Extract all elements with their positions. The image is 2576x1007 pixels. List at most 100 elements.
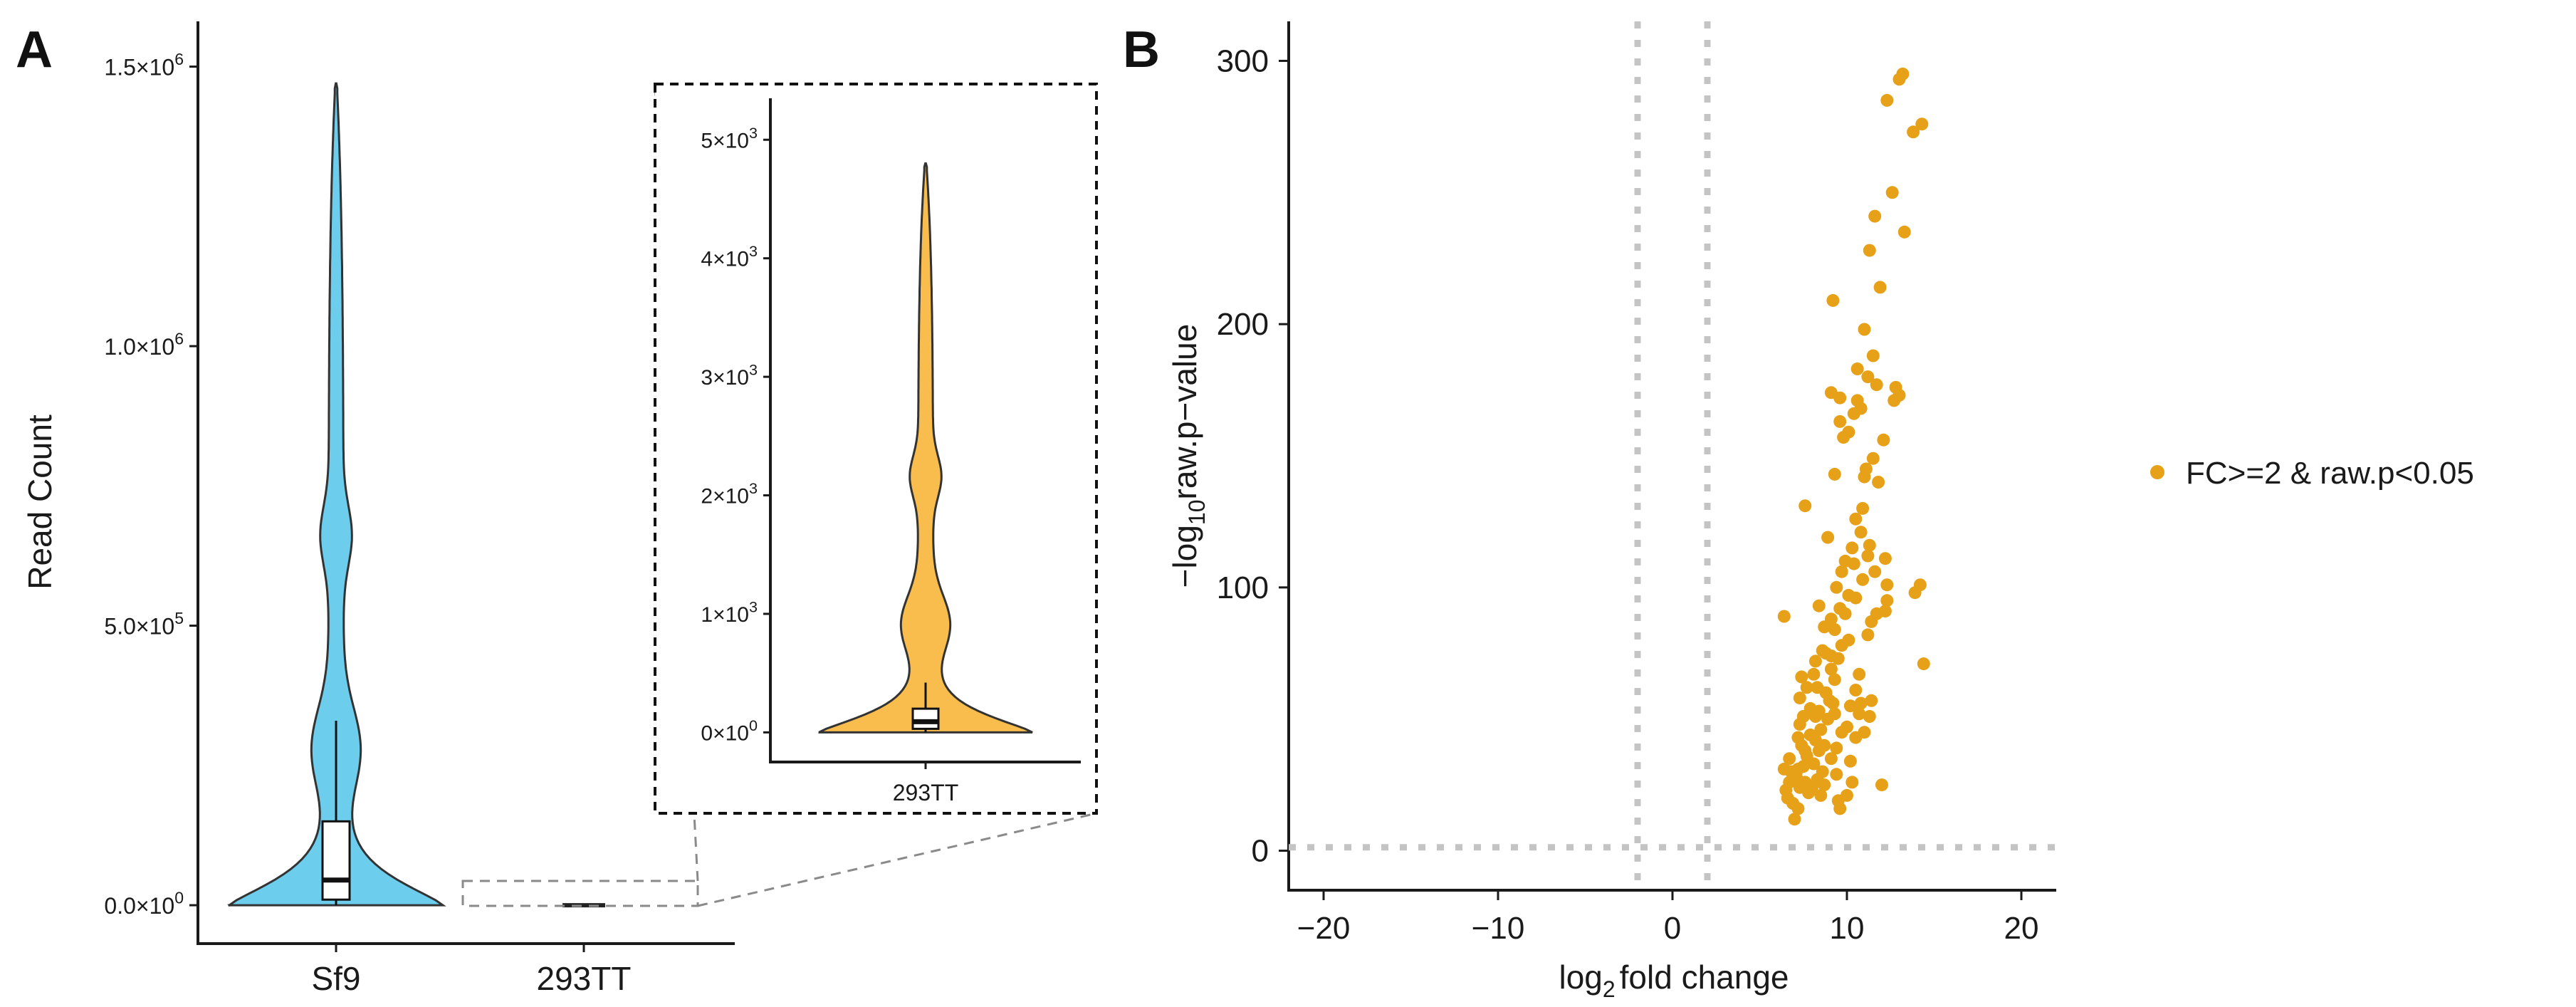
panel-a-y-axis-title: Read Count [21,414,58,590]
inset-y-tick-label-1: 1×103 [701,598,758,627]
panel-b-y-tick-label-2: 200 [1217,307,1269,342]
data-point-131 [1781,791,1794,805]
data-point-55 [1878,605,1892,618]
panel-a-y-tick-label-3: 1.5×106 [104,50,184,80]
data-point-139 [1845,541,1859,555]
data-point-48 [1908,586,1922,600]
data-point-130 [1788,813,1801,826]
data-point-120 [1875,778,1888,792]
data-point-13 [1850,362,1864,375]
data-point-67 [1808,654,1822,668]
data-point-101 [1830,741,1843,755]
data-point-71 [1853,667,1866,681]
boxplot-293tt-iqr-box [911,707,940,730]
panel-label-b: B [1123,21,1160,78]
data-point-60 [1861,628,1875,642]
data-point-69 [1824,662,1838,676]
data-point-105 [1783,752,1796,766]
data-point-87 [1808,710,1822,723]
data-point-36 [1821,531,1835,544]
data-point-89 [1863,710,1876,723]
violin-sf9 [227,82,446,907]
data-point-5 [1885,186,1899,199]
data-point-83 [1843,699,1857,713]
data-point-128 [1791,802,1805,815]
data-point-103 [1812,744,1826,758]
legend-marker [2150,465,2164,479]
data-point-95 [1835,726,1848,739]
data-point-132 [1814,788,1828,802]
data-point-4 [1907,125,1920,139]
data-point-91 [1793,718,1806,731]
data-point-76 [1849,684,1863,696]
zoom-connector-bottom [697,812,1097,907]
data-point-34 [1849,512,1863,526]
data-point-80 [1854,696,1868,710]
data-point-41 [1847,557,1860,570]
data-point-72 [1795,670,1808,684]
data-point-137 [1838,607,1852,620]
data-point-118 [1818,778,1831,792]
panel-b-x-tick-label-2: 0 [1664,911,1681,946]
data-point-27 [1877,433,1890,447]
legend-label: FC>=2 & raw.p<0.05 [2186,456,2474,491]
data-point-133 [1784,765,1798,778]
data-point-35 [1854,526,1868,539]
data-point-18 [1888,394,1901,407]
data-point-77 [1793,692,1806,705]
data-point-70 [1807,667,1821,681]
inset-y-tick-label-3: 3×103 [701,361,758,390]
data-point-40 [1878,552,1892,565]
inset-x-tick-label: 293TT [893,780,958,805]
data-point-6 [1868,209,1882,223]
data-point-28 [1866,452,1880,465]
data-point-90 [1821,712,1835,726]
data-point-1 [1892,73,1906,86]
data-point-81 [1865,694,1878,707]
boxplot-293tt [911,682,940,733]
data-point-30 [1828,467,1841,481]
panel-a-x-tick-label-1: 293TT [537,960,632,997]
data-point-138 [1818,620,1831,634]
data-point-46 [1880,578,1894,592]
data-point-10 [1826,293,1840,307]
data-point-7 [1897,225,1911,239]
data-point-88 [1853,707,1866,721]
data-point-75 [1800,681,1813,694]
data-point-2 [1880,93,1894,107]
data-point-93 [1814,723,1828,736]
data-point-45 [1830,580,1843,594]
data-point-135 [1819,686,1833,699]
data-point-51 [1880,594,1894,607]
panel-b-y-tick-label-1: 100 [1217,570,1269,605]
data-point-32 [1858,470,1871,484]
data-point-129 [1833,802,1847,815]
data-point-31 [1872,476,1885,489]
panel-b-x-tick-label-4: 20 [2004,911,2039,946]
data-point-14 [1861,370,1875,384]
legend: FC>=2 & raw.p<0.05 [2150,456,2474,491]
data-point-53 [1812,599,1826,612]
data-point-56 [1777,610,1791,623]
data-point-99 [1849,731,1863,744]
data-point-107 [1843,754,1857,768]
data-point-124 [1802,786,1816,800]
data-point-24 [1833,414,1847,428]
inset-y-tick-label-0: 0×100 [701,716,758,746]
data-point-33 [1799,499,1812,513]
data-point-8 [1863,244,1876,257]
inset-y-tick-label-4: 4×103 [701,242,758,271]
data-point-43 [1868,565,1882,578]
data-point-134 [1795,739,1808,752]
data-point-68 [1917,657,1930,671]
panel-b-y-axis-title: −log10raw.p−value [1166,324,1210,588]
data-point-3 [1915,118,1929,131]
panel-b-x-tick-label-1: −10 [1472,911,1525,946]
inset-frame [654,83,1098,815]
data-point-11 [1858,323,1871,336]
inset-y-tick-label-2: 2×103 [701,479,758,508]
data-point-15 [1870,378,1883,392]
data-point-136 [1856,501,1870,515]
data-point-20 [1833,391,1847,405]
